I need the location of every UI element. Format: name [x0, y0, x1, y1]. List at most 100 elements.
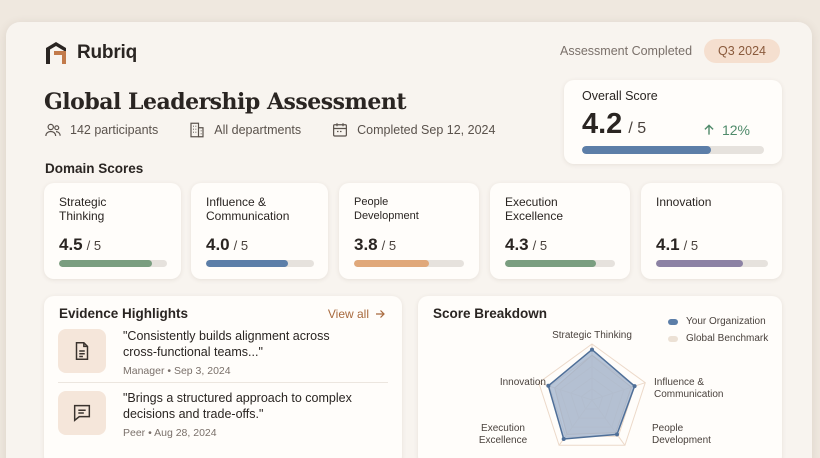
domain-score-bar: [206, 260, 314, 267]
legend-swatch-organization: [668, 318, 678, 325]
domain-scores: Strategic Thinking 4.5 / 5 Influence & C…: [44, 183, 782, 279]
legend-label: Your Organization: [686, 316, 766, 327]
period-badge[interactable]: Q3 2024: [704, 39, 780, 63]
legend-item-benchmark[interactable]: Global Benchmark: [668, 333, 768, 344]
calendar-icon: [333, 123, 348, 137]
evidence-icon-wrap: [58, 391, 106, 435]
score-breakdown-panel: Score Breakdown Your Organization Global…: [418, 296, 782, 458]
domain-score: 4.0 / 5: [206, 235, 248, 255]
domain-score: 4.1 / 5: [656, 235, 698, 255]
domain-score-bar: [656, 260, 768, 267]
departments-text: All departments: [214, 123, 302, 137]
arrow-right-icon: [376, 310, 385, 318]
departments-meta: All departments: [188, 121, 301, 139]
domain-score-out-of: / 5: [381, 238, 397, 253]
participants-text: 142 participants: [70, 123, 159, 137]
domain-card-people-development[interactable]: People Development 3.8 / 5: [339, 183, 479, 279]
domain-score-out-of: / 5: [233, 238, 249, 253]
domain-score-out-of: / 5: [532, 238, 548, 253]
domain-score-bar: [354, 260, 464, 267]
participants-meta: 142 participants: [44, 121, 158, 139]
radar-legend: Your Organization Global Benchmark: [668, 316, 768, 350]
page-title: Global Leadership Assessment: [44, 89, 407, 115]
domain-score-value: 4.1: [656, 235, 680, 254]
domain-score-bar-fill: [656, 260, 744, 267]
radar-grid-ring: [538, 343, 646, 446]
domain-score: 4.3 / 5: [505, 235, 547, 255]
overall-score-out-of: / 5: [628, 120, 647, 137]
domain-name: Innovation: [656, 195, 712, 209]
overall-score-card[interactable]: Overall Score 4.2 / 5 12%: [564, 80, 782, 164]
domain-card-innovation[interactable]: Innovation 4.1 / 5: [641, 183, 782, 279]
completed-meta: Completed Sep 12, 2024: [331, 121, 495, 139]
logo-mark-icon: [46, 42, 66, 64]
radar-organization-point: [561, 436, 566, 441]
users-icon: [45, 123, 61, 137]
overall-score-bar-fill: [582, 146, 712, 154]
evidence-quote: "Brings a structured approach to complex…: [123, 391, 352, 421]
domain-score-bar: [59, 260, 167, 267]
legend-item-organization[interactable]: Your Organization: [668, 316, 768, 327]
arrow-up-icon: [704, 124, 714, 135]
domain-score-bar-fill: [354, 260, 429, 267]
evidence-divider: [58, 382, 388, 383]
domain-score-bar-fill: [59, 260, 152, 267]
overall-score-label: Overall Score: [582, 89, 658, 103]
radar-axis-label: Execution Excellence: [478, 423, 528, 446]
domain-score-value: 3.8: [354, 235, 378, 254]
domain-score-out-of: / 5: [683, 238, 699, 253]
assessment-status: Assessment Completed Q3 2024: [560, 39, 780, 63]
radar-organization-area: [547, 348, 636, 440]
domain-scores-heading: Domain Scores: [45, 161, 144, 176]
radar-organization-point: [632, 384, 637, 389]
breakdown-title: Score Breakdown: [433, 306, 548, 321]
domain-score: 3.8 / 5: [354, 235, 396, 255]
overall-score-delta: 12%: [702, 122, 750, 138]
completed-text: Completed Sep 12, 2024: [357, 123, 496, 137]
radar-organization-point: [546, 383, 551, 388]
overall-delta-text: 12%: [721, 122, 750, 138]
assessment-meta: 142 participants All departments Complet…: [44, 121, 525, 139]
radar-chart: [538, 343, 646, 446]
radar-axis-label: Influence & Communication: [654, 377, 724, 400]
view-all-link[interactable]: View all: [328, 307, 386, 321]
overall-score-value: 4.2 / 5: [582, 108, 646, 141]
domain-card-execution-excellence[interactable]: Execution Excellence 4.3 / 5: [490, 183, 630, 279]
domain-card-influence-communication[interactable]: Influence & Communication 4.0 / 5: [191, 183, 328, 279]
domain-name: Execution Excellence: [505, 195, 564, 223]
document-icon: [75, 342, 89, 360]
domain-score-out-of: / 5: [86, 238, 102, 253]
evidence-meta: Peer • Aug 28, 2024: [123, 427, 217, 439]
evidence-highlights-panel: Evidence Highlights View all "Consistent…: [44, 296, 402, 458]
status-text: Assessment Completed: [560, 44, 693, 58]
brand-logo[interactable]: Rubriq: [44, 40, 137, 66]
evidence-quote: "Consistently builds alignment across cr…: [123, 329, 330, 359]
radar-organization-point: [615, 432, 620, 437]
legend-swatch-benchmark: [668, 335, 678, 342]
radar-organization-point: [590, 347, 594, 352]
domain-name: Influence & Communication: [206, 195, 290, 223]
evidence-meta: Manager • Sep 3, 2024: [123, 365, 231, 377]
legend-label: Global Benchmark: [686, 333, 769, 344]
domain-name: People Development: [354, 196, 419, 222]
comment-icon: [73, 404, 91, 422]
building-icon: [190, 122, 204, 138]
domain-score-value: 4.0: [206, 235, 230, 254]
domain-name: Strategic Thinking: [59, 195, 107, 223]
brand-name: Rubriq: [77, 42, 138, 63]
overall-score-bar: [582, 146, 764, 154]
domain-score: 4.5 / 5: [59, 235, 101, 255]
radar-axis-label: People Development: [652, 423, 711, 446]
view-all-label: View all: [327, 307, 369, 321]
radar-axis-label: Innovation: [499, 377, 546, 388]
domain-score-bar-fill: [206, 260, 289, 267]
overall-score-number: 4.2: [582, 108, 623, 140]
evidence-title: Evidence Highlights: [59, 306, 189, 321]
domain-score-value: 4.5: [59, 235, 83, 254]
domain-card-strategic-thinking[interactable]: Strategic Thinking 4.5 / 5: [44, 183, 181, 279]
domain-score-bar: [505, 260, 615, 267]
domain-score-value: 4.3: [505, 235, 529, 254]
evidence-icon-wrap: [58, 329, 106, 373]
domain-score-bar-fill: [505, 260, 597, 267]
radar-axis-label: Strategic Thinking: [552, 330, 632, 341]
